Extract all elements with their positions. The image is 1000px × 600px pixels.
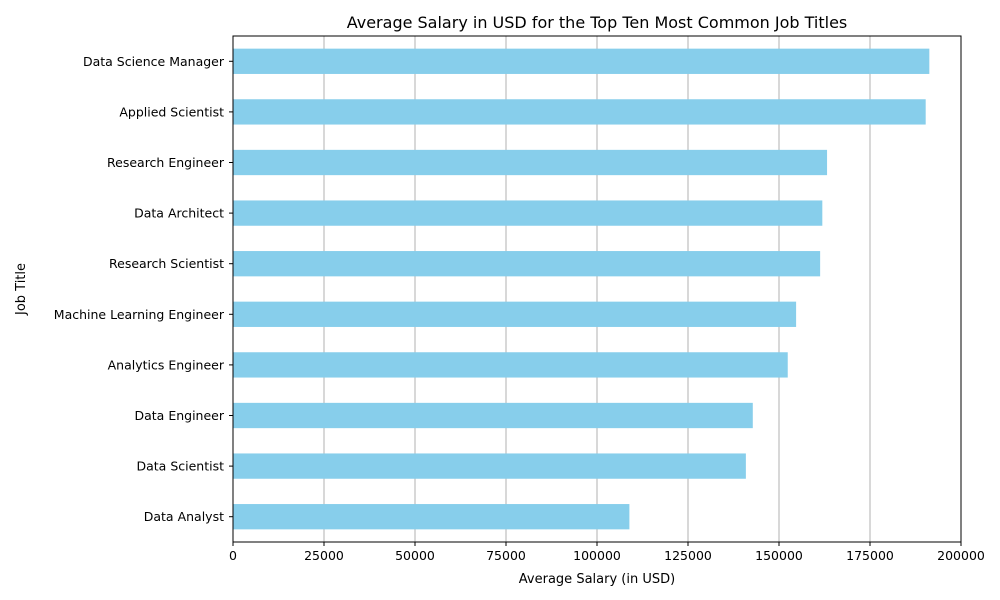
- bar: [233, 99, 926, 125]
- y-tick-label: Analytics Engineer: [108, 357, 225, 372]
- x-tick-label: 175000: [846, 548, 894, 563]
- bar: [233, 251, 821, 277]
- axes: 0 25000 50000 75000 100000 125000 150000 175000…: [54, 35, 985, 563]
- bar: [233, 149, 828, 176]
- bar: [233, 200, 823, 226]
- y-tick-label: Research Scientist: [109, 256, 224, 271]
- x-tick-label: 150000: [755, 548, 803, 563]
- x-tick-label: 0: [229, 548, 237, 563]
- x-tick-label: 25000: [304, 548, 344, 563]
- bar: [233, 453, 746, 479]
- y-tick-label: Applied Scientist: [119, 104, 224, 119]
- y-tick-label: Data Engineer: [135, 408, 225, 423]
- x-tick-label: 100000: [573, 548, 621, 563]
- x-tick-label: 75000: [486, 548, 526, 563]
- y-axis-label: Job Title: [14, 263, 29, 316]
- bar: [233, 352, 788, 378]
- y-tick-label: Data Architect: [134, 206, 224, 221]
- x-axis-label: Average Salary (in USD): [519, 572, 675, 587]
- y-tick-label: Machine Learning Engineer: [54, 307, 225, 322]
- x-tick-label: 200000: [937, 548, 985, 563]
- bars: [233, 48, 930, 530]
- y-tick-label: Data Science Manager: [83, 54, 225, 69]
- bar: [233, 48, 930, 74]
- chart-title: Average Salary in USD for the Top Ten Mo…: [347, 13, 848, 32]
- bar: [233, 301, 797, 327]
- x-tick-label: 125000: [664, 548, 712, 563]
- x-tick-label: 50000: [395, 548, 435, 563]
- y-tick-label: Research Engineer: [107, 155, 225, 170]
- bar: [233, 504, 630, 530]
- y-tick-label: Data Scientist: [137, 459, 225, 474]
- y-tick-label: Data Analyst: [144, 509, 224, 524]
- bar: [233, 402, 753, 429]
